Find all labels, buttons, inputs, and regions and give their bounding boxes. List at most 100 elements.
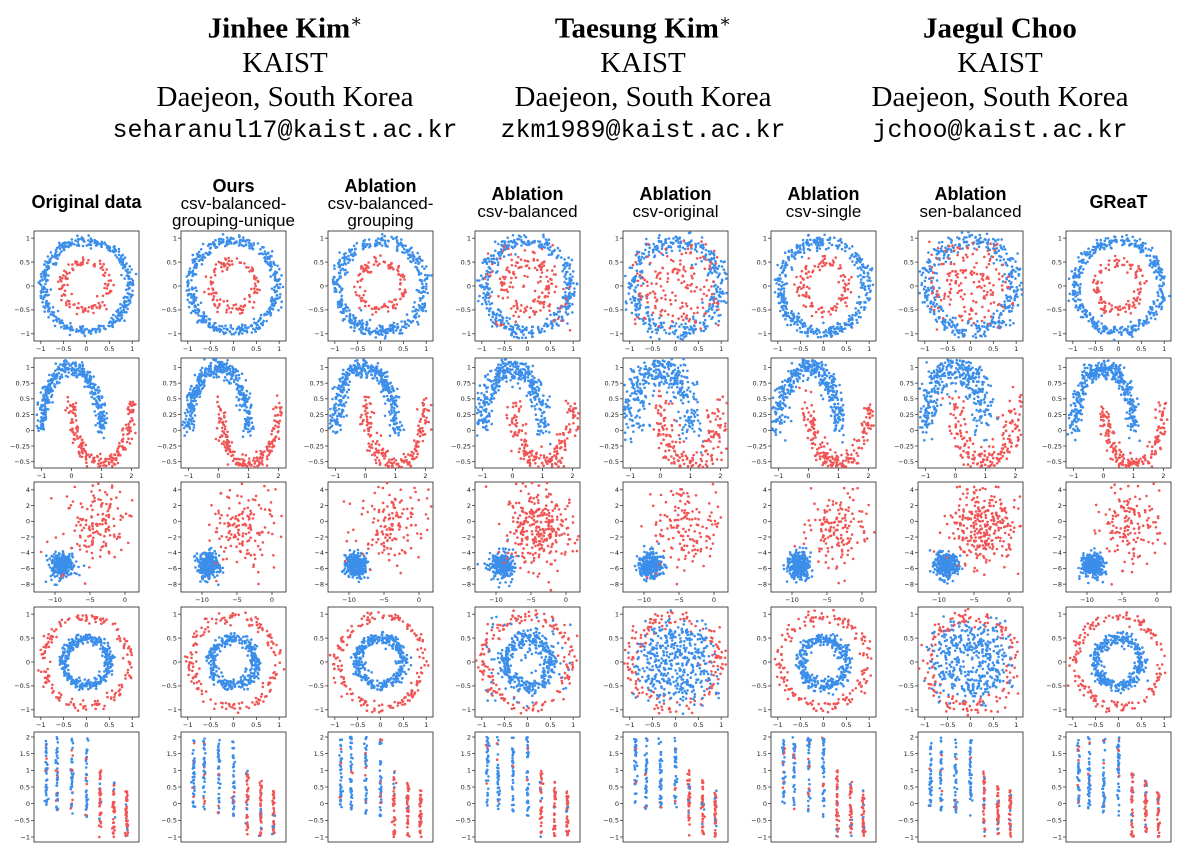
data-point bbox=[1120, 331, 1123, 334]
data-point bbox=[1011, 302, 1014, 305]
data-point bbox=[1139, 281, 1142, 284]
data-point bbox=[243, 262, 246, 265]
data-point bbox=[46, 397, 49, 400]
data-point bbox=[547, 288, 550, 291]
data-point bbox=[1089, 256, 1092, 259]
data-point bbox=[995, 251, 998, 254]
data-point bbox=[64, 241, 67, 244]
data-point bbox=[1013, 290, 1016, 293]
data-point bbox=[678, 237, 681, 240]
data-point bbox=[679, 263, 682, 266]
data-point bbox=[195, 290, 198, 293]
data-point bbox=[721, 278, 724, 281]
data-point bbox=[186, 275, 189, 278]
data-point bbox=[860, 281, 863, 284]
data-point bbox=[947, 237, 950, 240]
data-point bbox=[855, 260, 858, 263]
data-point bbox=[648, 251, 651, 254]
data-point bbox=[368, 238, 371, 241]
y-tick-label: 0.5 bbox=[167, 258, 177, 266]
data-point bbox=[58, 372, 61, 375]
data-point bbox=[796, 323, 799, 326]
data-point bbox=[557, 317, 560, 320]
data-point bbox=[226, 236, 229, 239]
data-point bbox=[63, 325, 66, 328]
data-point bbox=[249, 244, 252, 247]
data-point bbox=[959, 245, 962, 248]
data-point bbox=[819, 247, 822, 250]
data-point bbox=[1123, 257, 1126, 260]
data-point bbox=[1003, 258, 1006, 261]
data-point bbox=[40, 297, 43, 300]
data-point bbox=[1161, 268, 1164, 271]
x-tick-label: 1 bbox=[867, 345, 871, 353]
data-point bbox=[93, 239, 96, 242]
data-point bbox=[394, 307, 397, 310]
data-point bbox=[986, 325, 989, 328]
data-point bbox=[208, 325, 211, 328]
data-point bbox=[496, 270, 499, 273]
data-point bbox=[685, 331, 688, 334]
data-point bbox=[1161, 306, 1164, 309]
data-point bbox=[867, 272, 870, 275]
data-point bbox=[964, 310, 967, 313]
data-point bbox=[808, 244, 811, 247]
data-point bbox=[1067, 300, 1070, 303]
data-point bbox=[523, 311, 526, 314]
data-point bbox=[109, 320, 112, 323]
data-point bbox=[106, 284, 109, 287]
data-point bbox=[350, 249, 353, 252]
data-point bbox=[921, 282, 924, 285]
data-point bbox=[1103, 330, 1106, 333]
data-point bbox=[1138, 293, 1141, 296]
x-tick-label: 0.5 bbox=[104, 345, 114, 353]
data-point bbox=[269, 261, 272, 264]
data-point bbox=[1144, 247, 1147, 250]
data-point bbox=[551, 269, 554, 272]
data-point bbox=[226, 328, 229, 331]
data-point bbox=[631, 284, 634, 287]
x-tick-label: 1 bbox=[1162, 345, 1166, 353]
scatter-panel-r1-c1: −1 −0.5 0 0.5 1−1−0.500.51 bbox=[14, 231, 139, 353]
data-point bbox=[1080, 252, 1083, 255]
data-point bbox=[202, 311, 205, 314]
data-point bbox=[485, 297, 488, 300]
data-point bbox=[126, 296, 129, 299]
data-point bbox=[353, 321, 356, 324]
data-point bbox=[822, 242, 825, 245]
data-point bbox=[718, 295, 721, 298]
data-point bbox=[52, 313, 55, 316]
data-point bbox=[409, 260, 412, 263]
data-point bbox=[502, 297, 505, 300]
data-point bbox=[565, 271, 568, 274]
data-point bbox=[45, 301, 48, 304]
data-point bbox=[840, 241, 843, 244]
data-point bbox=[339, 266, 342, 269]
data-point bbox=[45, 400, 48, 403]
data-point bbox=[387, 310, 390, 313]
data-point bbox=[368, 243, 371, 246]
data-point bbox=[358, 295, 361, 298]
data-point bbox=[961, 319, 964, 322]
data-point bbox=[1158, 304, 1161, 307]
data-point bbox=[480, 274, 483, 277]
data-point bbox=[933, 264, 936, 267]
data-point bbox=[425, 265, 428, 268]
data-point bbox=[83, 385, 86, 388]
data-point bbox=[690, 246, 693, 249]
data-point bbox=[241, 325, 244, 328]
data-point bbox=[514, 253, 517, 256]
data-point bbox=[242, 305, 245, 308]
data-point bbox=[255, 277, 258, 280]
y-tick-label: −1 bbox=[167, 330, 177, 338]
data-point bbox=[691, 277, 694, 280]
data-point bbox=[644, 249, 647, 252]
data-point bbox=[818, 329, 821, 332]
data-point bbox=[77, 240, 80, 243]
x-tick-label: −0.5 bbox=[350, 345, 366, 353]
data-point bbox=[667, 313, 670, 316]
data-point bbox=[718, 274, 721, 277]
data-point bbox=[40, 391, 43, 394]
data-point bbox=[927, 251, 930, 254]
data-point bbox=[700, 240, 703, 243]
